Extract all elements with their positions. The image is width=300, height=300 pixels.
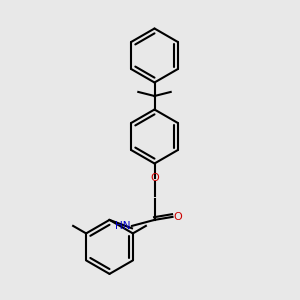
Text: O: O bbox=[173, 212, 182, 222]
Text: O: O bbox=[150, 173, 159, 183]
Text: HN: HN bbox=[115, 221, 130, 231]
